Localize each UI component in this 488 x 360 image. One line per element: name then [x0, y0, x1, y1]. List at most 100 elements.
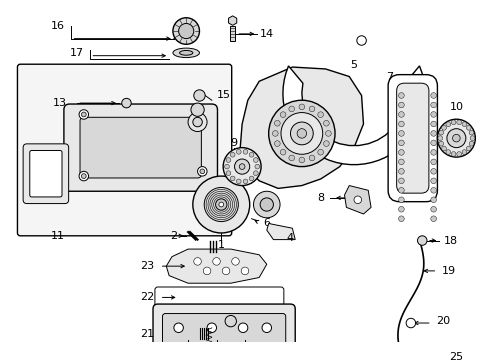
- Circle shape: [231, 258, 239, 265]
- Circle shape: [192, 117, 202, 127]
- Text: 2: 2: [170, 231, 177, 241]
- Circle shape: [430, 168, 436, 174]
- Circle shape: [288, 106, 294, 112]
- Circle shape: [280, 112, 285, 117]
- Circle shape: [468, 130, 473, 135]
- Circle shape: [317, 112, 323, 117]
- Circle shape: [398, 168, 404, 174]
- Circle shape: [430, 178, 436, 184]
- Text: 14: 14: [259, 29, 273, 39]
- Circle shape: [445, 150, 450, 154]
- Text: 12: 12: [120, 165, 134, 175]
- Ellipse shape: [173, 48, 199, 58]
- Bar: [229, 26, 235, 41]
- FancyBboxPatch shape: [387, 75, 437, 202]
- Circle shape: [441, 125, 446, 130]
- Circle shape: [398, 112, 404, 117]
- Circle shape: [298, 157, 304, 163]
- Circle shape: [430, 149, 436, 155]
- Circle shape: [323, 141, 328, 147]
- Text: 9: 9: [229, 138, 237, 148]
- Text: 15: 15: [216, 90, 230, 100]
- Circle shape: [288, 155, 294, 161]
- Circle shape: [206, 323, 216, 333]
- Circle shape: [274, 120, 280, 126]
- Polygon shape: [266, 224, 295, 240]
- Text: 16: 16: [51, 21, 65, 31]
- Circle shape: [239, 164, 244, 170]
- FancyBboxPatch shape: [64, 104, 217, 191]
- Circle shape: [253, 158, 258, 162]
- Circle shape: [466, 125, 470, 130]
- Circle shape: [398, 121, 404, 127]
- Circle shape: [224, 315, 236, 327]
- Circle shape: [308, 106, 314, 112]
- Circle shape: [430, 102, 436, 108]
- Circle shape: [298, 104, 304, 110]
- Circle shape: [417, 236, 426, 245]
- FancyBboxPatch shape: [80, 117, 201, 178]
- Circle shape: [461, 150, 466, 154]
- Circle shape: [430, 93, 436, 98]
- Circle shape: [430, 216, 436, 222]
- Circle shape: [122, 98, 131, 108]
- Circle shape: [297, 129, 306, 138]
- Circle shape: [430, 159, 436, 165]
- Circle shape: [243, 149, 247, 154]
- Circle shape: [188, 113, 206, 131]
- Circle shape: [437, 119, 474, 157]
- Circle shape: [437, 136, 442, 140]
- Circle shape: [262, 323, 271, 333]
- FancyBboxPatch shape: [403, 344, 444, 360]
- Circle shape: [274, 141, 280, 147]
- Circle shape: [317, 149, 323, 155]
- Circle shape: [430, 188, 436, 193]
- Circle shape: [398, 93, 404, 98]
- Circle shape: [174, 323, 183, 333]
- Circle shape: [200, 169, 204, 174]
- Circle shape: [469, 136, 474, 140]
- Circle shape: [178, 23, 193, 39]
- Circle shape: [430, 206, 436, 212]
- Circle shape: [398, 197, 404, 203]
- FancyBboxPatch shape: [396, 83, 428, 193]
- Text: 23: 23: [140, 261, 154, 271]
- Polygon shape: [240, 67, 363, 188]
- Text: 7: 7: [386, 72, 393, 81]
- Circle shape: [243, 179, 247, 184]
- Circle shape: [253, 171, 258, 176]
- Circle shape: [249, 176, 253, 181]
- Circle shape: [441, 146, 446, 151]
- Polygon shape: [166, 249, 266, 283]
- Text: 1: 1: [217, 240, 224, 250]
- Circle shape: [323, 120, 328, 126]
- Circle shape: [204, 188, 238, 222]
- Text: 21: 21: [140, 329, 154, 339]
- Circle shape: [456, 152, 461, 156]
- Circle shape: [290, 122, 313, 145]
- Circle shape: [468, 141, 473, 146]
- FancyBboxPatch shape: [30, 150, 62, 197]
- Circle shape: [236, 149, 241, 154]
- Circle shape: [260, 198, 273, 211]
- Circle shape: [81, 174, 86, 179]
- Circle shape: [406, 318, 415, 328]
- Circle shape: [398, 159, 404, 165]
- Circle shape: [452, 134, 459, 142]
- FancyBboxPatch shape: [23, 144, 68, 203]
- Circle shape: [79, 171, 88, 181]
- Circle shape: [272, 131, 278, 136]
- Ellipse shape: [179, 50, 192, 55]
- Text: 8: 8: [317, 193, 324, 203]
- Circle shape: [193, 258, 201, 265]
- Circle shape: [438, 141, 443, 146]
- Text: 6: 6: [263, 219, 270, 229]
- Circle shape: [398, 216, 404, 222]
- Circle shape: [224, 164, 229, 169]
- Circle shape: [268, 100, 334, 167]
- Circle shape: [230, 152, 235, 157]
- Text: 10: 10: [448, 102, 463, 112]
- Text: 24: 24: [179, 318, 193, 328]
- Circle shape: [430, 140, 436, 146]
- Circle shape: [430, 131, 436, 136]
